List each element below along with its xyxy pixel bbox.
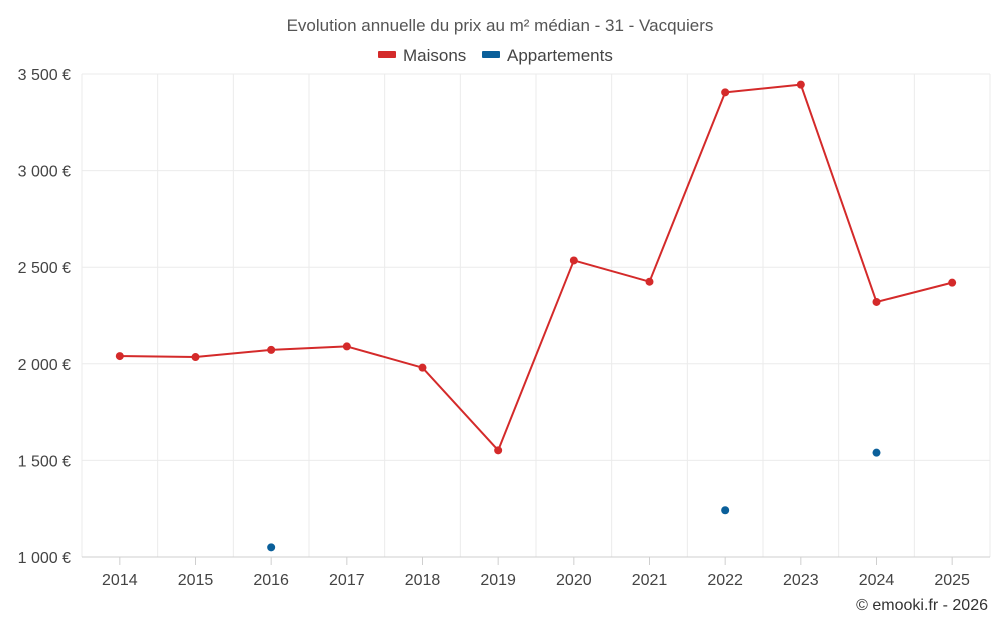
y-tick-label: 1 000 €	[18, 550, 71, 567]
series-appartements	[267, 448, 881, 552]
legend: Maisons Appartements	[378, 46, 613, 65]
axes: 1 000 € 1 500 € 2 000 € 2 500 € 3 000 € 3 500…	[18, 67, 990, 589]
data-point-maisons[interactable]	[267, 345, 276, 354]
data-point-maisons[interactable]	[494, 446, 503, 455]
legend-label-maisons: Maisons	[403, 46, 466, 65]
series-maisons	[115, 80, 957, 455]
y-tick-label: 1 500 €	[18, 453, 71, 470]
x-tick-label: 2018	[405, 572, 441, 589]
data-point-maisons[interactable]	[115, 352, 124, 361]
y-tick-label: 3 500 €	[18, 67, 71, 84]
credit-text: © emooki.fr - 2026	[856, 597, 988, 614]
data-point-maisons[interactable]	[569, 256, 578, 265]
x-tick-label: 2015	[178, 572, 214, 589]
series-line-maisons	[119, 83, 953, 452]
x-tick-label: 2023	[783, 572, 819, 589]
data-point-maisons[interactable]	[645, 277, 654, 286]
data-point-maisons[interactable]	[418, 363, 427, 372]
y-tick-label: 2 000 €	[18, 357, 71, 374]
data-point-maisons[interactable]	[948, 278, 957, 287]
x-tick-label: 2024	[859, 572, 895, 589]
legend-label-appartements: Appartements	[507, 46, 613, 65]
data-point-appartements[interactable]	[721, 506, 730, 515]
data-point-appartements[interactable]	[267, 543, 276, 552]
x-tick-label: 2022	[707, 572, 743, 589]
x-tick-label: 2017	[329, 572, 365, 589]
legend-swatch-maisons	[378, 51, 396, 58]
x-tick-label: 2025	[934, 572, 970, 589]
legend-swatch-appartements	[482, 51, 500, 58]
series	[115, 80, 957, 552]
x-tick-label: 2014	[102, 572, 138, 589]
y-tick-label: 2 500 €	[18, 260, 71, 277]
legend-item-appartements[interactable]: Appartements	[482, 46, 613, 65]
data-point-appartements[interactable]	[872, 448, 881, 457]
x-tick-label: 2021	[632, 572, 668, 589]
legend-item-maisons[interactable]: Maisons	[378, 46, 466, 65]
data-point-maisons[interactable]	[796, 80, 805, 89]
x-tick-label: 2020	[556, 572, 592, 589]
chart-title: Evolution annuelle du prix au m² médian …	[287, 16, 714, 35]
data-point-maisons[interactable]	[721, 88, 730, 97]
data-point-maisons[interactable]	[191, 353, 200, 362]
y-tick-label: 3 000 €	[18, 164, 71, 181]
x-tick-label: 2016	[253, 572, 289, 589]
grid	[81, 73, 991, 557]
data-point-maisons[interactable]	[872, 297, 881, 306]
x-tick-label: 2019	[480, 572, 516, 589]
data-point-maisons[interactable]	[342, 342, 351, 351]
